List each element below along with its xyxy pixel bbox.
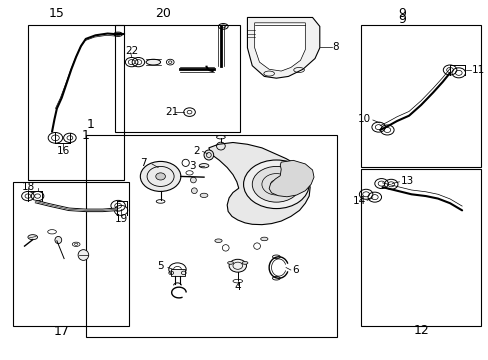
Ellipse shape <box>146 59 160 65</box>
Ellipse shape <box>78 249 88 260</box>
Ellipse shape <box>242 261 247 264</box>
Bar <box>14 182 129 327</box>
Circle shape <box>156 173 165 180</box>
Text: 13: 13 <box>400 176 413 186</box>
Text: 14: 14 <box>352 197 365 206</box>
Text: 11: 11 <box>471 65 484 75</box>
Bar <box>360 24 481 167</box>
Bar <box>115 24 240 132</box>
Bar <box>360 169 481 327</box>
Text: 15: 15 <box>49 8 65 21</box>
Text: 12: 12 <box>412 324 428 337</box>
Circle shape <box>252 166 300 202</box>
Polygon shape <box>247 18 319 78</box>
Text: 3: 3 <box>189 161 195 171</box>
Bar <box>171 269 184 276</box>
Ellipse shape <box>199 163 208 168</box>
Ellipse shape <box>260 237 267 241</box>
Circle shape <box>243 160 308 208</box>
Ellipse shape <box>191 188 197 194</box>
Text: 19: 19 <box>114 214 127 224</box>
Text: 22: 22 <box>124 46 138 57</box>
Text: 1: 1 <box>86 118 94 131</box>
Text: 17: 17 <box>54 325 69 338</box>
Ellipse shape <box>214 239 222 243</box>
Bar <box>28 24 124 180</box>
Circle shape <box>140 161 181 192</box>
Polygon shape <box>268 160 313 197</box>
Text: 18: 18 <box>21 182 35 192</box>
Text: 16: 16 <box>57 147 70 157</box>
Ellipse shape <box>203 150 213 160</box>
Text: 21: 21 <box>165 107 178 117</box>
Polygon shape <box>208 143 309 225</box>
Circle shape <box>229 259 246 272</box>
Text: 10: 10 <box>357 114 370 124</box>
Ellipse shape <box>55 237 61 244</box>
Ellipse shape <box>227 261 233 264</box>
Text: 6: 6 <box>292 265 298 275</box>
Polygon shape <box>254 23 305 71</box>
Text: 8: 8 <box>331 42 338 52</box>
Text: 20: 20 <box>155 8 171 21</box>
Text: 9: 9 <box>397 13 405 27</box>
Text: 4: 4 <box>234 282 241 292</box>
Text: 2: 2 <box>193 146 200 156</box>
Ellipse shape <box>190 177 196 183</box>
Text: 1: 1 <box>81 129 90 142</box>
Ellipse shape <box>28 235 38 240</box>
Text: 5: 5 <box>157 261 163 271</box>
Text: 7: 7 <box>140 158 147 168</box>
Text: 9: 9 <box>397 8 405 21</box>
Bar <box>85 135 336 337</box>
Ellipse shape <box>200 193 207 198</box>
